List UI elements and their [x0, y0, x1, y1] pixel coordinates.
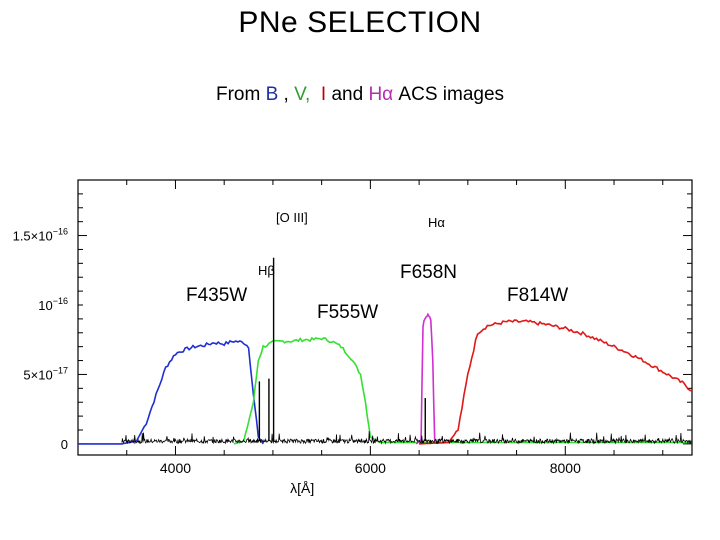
x-tick-label: 8000 [550, 460, 581, 476]
y-tick-label: 5×10−17 [23, 365, 68, 382]
label-f814w: F814W [507, 285, 569, 306]
label-f435w: F435W [186, 285, 248, 306]
subtitle-suffix: ACS images [393, 84, 505, 105]
x-tick-label: 4000 [160, 460, 191, 476]
filter-curve-2 [415, 312, 440, 445]
subtitle-i: I [320, 84, 327, 105]
subtitle-b: B [265, 84, 279, 105]
filter-curve-3 [419, 319, 693, 445]
x-tick-label: 6000 [355, 460, 386, 476]
subtitle-prefix: From [215, 84, 266, 105]
x-axis-label: λ[Å] [290, 480, 314, 496]
plot-frame [77, 179, 693, 456]
y-tick-label: 1.5×10−16 [13, 227, 68, 244]
filter-curve-1 [233, 336, 692, 445]
label-f658n: F658N [400, 262, 458, 283]
chart-axes [77, 179, 693, 456]
subtitle-mid: and [326, 84, 369, 105]
subtitle-sep2 [310, 84, 321, 105]
spectrum-chart: 4000 6000 8000 λ[Å] 0 5×10−17 10−16 1.5×10−16 [13, 179, 693, 496]
label-halpha: Hα [428, 215, 445, 230]
subtitle-sep1: , [278, 84, 295, 105]
subtitle-ha: Hα [368, 84, 394, 105]
filter-curve-0 [78, 339, 264, 445]
y-tick-label: 0 [61, 437, 68, 452]
label-oiii: [O III] [276, 210, 308, 225]
subtitle: From B , V, I and Hα ACS images [0, 84, 720, 106]
subtitle-v: V, [294, 84, 311, 105]
y-tick-label: 10−16 [38, 296, 68, 313]
label-hbeta: Hβ [258, 263, 275, 278]
chart-series [78, 257, 693, 445]
chart-tick-labels: 4000 6000 8000 λ[Å] 0 5×10−17 10−16 1.5×10−16 [13, 227, 581, 496]
slide-title: PNe SELECTION [238, 6, 482, 39]
label-f555w: F555W [317, 302, 379, 323]
spectrum-continuum [121, 431, 693, 445]
